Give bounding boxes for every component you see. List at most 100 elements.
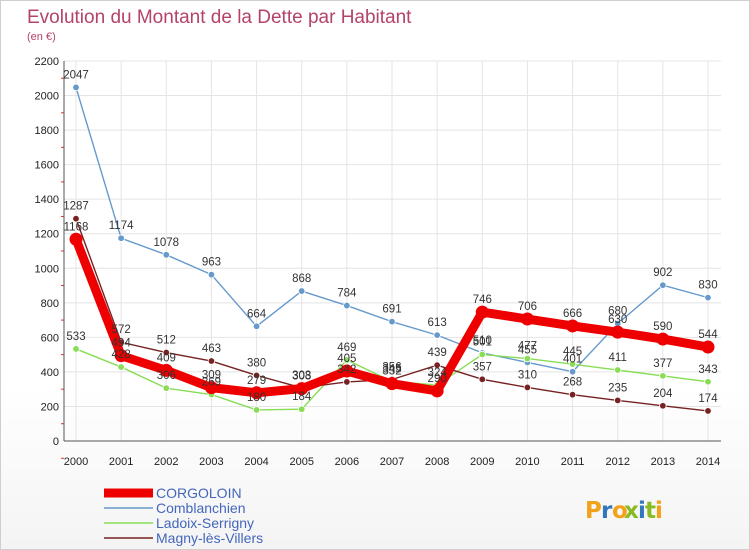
data-point	[295, 382, 309, 396]
x-tick-label: 2000	[64, 456, 88, 468]
data-point	[252, 406, 261, 414]
data-label: 746	[473, 294, 492, 306]
data-label: 306	[157, 370, 176, 382]
data-point	[701, 340, 715, 354]
data-point	[704, 378, 712, 386]
chart-subtitle: (en €)	[27, 31, 56, 43]
logo-letter: r	[601, 498, 613, 524]
y-tick-label: 200	[41, 401, 59, 413]
data-label: 501	[473, 336, 492, 348]
x-tick-label: 2010	[515, 456, 539, 468]
data-label: 357	[473, 361, 492, 373]
data-label: 290	[428, 373, 447, 385]
data-label: 180	[247, 392, 266, 404]
data-point	[340, 364, 354, 378]
data-label: 405	[337, 353, 356, 365]
data-label: 680	[608, 306, 627, 318]
data-point	[162, 251, 170, 259]
data-label: 445	[563, 346, 582, 358]
data-point	[566, 319, 580, 333]
logo-letter: o	[612, 498, 628, 524]
data-point	[207, 357, 216, 365]
data-point	[430, 384, 444, 398]
data-point	[659, 402, 667, 410]
y-tick-label: 400	[41, 367, 59, 379]
y-tick-label: 1800	[35, 125, 59, 137]
data-point	[568, 360, 577, 368]
data-label: 1078	[153, 237, 179, 249]
data-label: 428	[112, 349, 131, 361]
chart-series	[69, 83, 715, 415]
data-point	[117, 234, 125, 242]
data-point	[568, 391, 577, 399]
data-point	[72, 345, 80, 353]
data-label: 439	[428, 347, 447, 359]
data-label: 309	[202, 370, 221, 382]
data-point	[475, 305, 489, 319]
x-tick-label: 2007	[380, 456, 404, 468]
x-tick-label: 2013	[651, 456, 675, 468]
data-label: 463	[202, 343, 221, 355]
data-label: 590	[653, 321, 672, 333]
x-tick-label: 2011	[561, 456, 585, 468]
x-tick-label: 2001	[109, 456, 133, 468]
data-label: 380	[247, 357, 266, 369]
legend-label: CORGOLOIN	[156, 485, 242, 501]
x-tick-label: 2009	[470, 456, 494, 468]
data-label: 343	[698, 364, 717, 376]
data-point	[568, 368, 577, 376]
x-tick-label: 2002	[154, 456, 178, 468]
data-point	[478, 375, 486, 384]
data-point	[204, 381, 218, 395]
data-label: 706	[518, 301, 537, 313]
data-label: 691	[382, 304, 401, 316]
data-label: 664	[247, 308, 267, 320]
x-tick-label: 2014	[696, 456, 720, 468]
data-point	[656, 332, 670, 346]
data-point	[343, 301, 351, 310]
data-label: 630	[608, 314, 627, 326]
x-tick-label: 2012	[605, 456, 629, 468]
data-label: 784	[337, 288, 357, 300]
data-point	[117, 363, 125, 371]
data-label: 512	[157, 335, 176, 347]
data-point	[704, 407, 712, 415]
data-point	[478, 350, 486, 359]
y-tick-label: 1000	[35, 263, 59, 275]
data-label: 377	[653, 358, 672, 370]
data-point	[523, 354, 532, 363]
data-label: 1168	[64, 221, 89, 233]
chart-title: Evolution du Montant de la Dette par Hab…	[27, 7, 412, 28]
logo-letter: x	[624, 498, 639, 524]
y-tick-label: 1400	[35, 194, 59, 206]
data-label: 2047	[63, 69, 89, 81]
legend-label: Magny-lès-Villers	[156, 530, 263, 546]
y-tick-label: 2200	[35, 56, 59, 68]
data-label: 409	[157, 352, 176, 364]
data-point	[343, 356, 351, 364]
data-point	[611, 325, 625, 339]
data-label: 455	[518, 344, 537, 356]
data-point	[614, 366, 622, 374]
data-point	[252, 322, 261, 331]
data-point	[207, 270, 216, 279]
x-tick-label: 2008	[425, 456, 449, 468]
data-point	[298, 287, 306, 295]
data-point	[520, 312, 534, 326]
data-point	[298, 405, 306, 413]
data-point	[72, 214, 80, 223]
chart-data-labels: 1168 494 409 309 279 303 405 332 290 746 706 666 630…	[63, 69, 718, 405]
data-label: 401	[563, 354, 582, 366]
y-tick-label: 2000	[35, 91, 59, 103]
y-tick-label: 600	[41, 332, 59, 344]
data-point	[433, 331, 441, 339]
data-point	[250, 386, 264, 400]
data-point	[252, 371, 261, 380]
data-label: 308	[292, 370, 311, 382]
data-point	[433, 361, 441, 369]
chart-axes: 0 200 400 600 800 1000 1200 1400 1600 1800 2000 220…	[35, 56, 721, 468]
data-label: 544	[698, 329, 718, 341]
data-label: 269	[202, 377, 221, 389]
data-point	[388, 317, 396, 326]
